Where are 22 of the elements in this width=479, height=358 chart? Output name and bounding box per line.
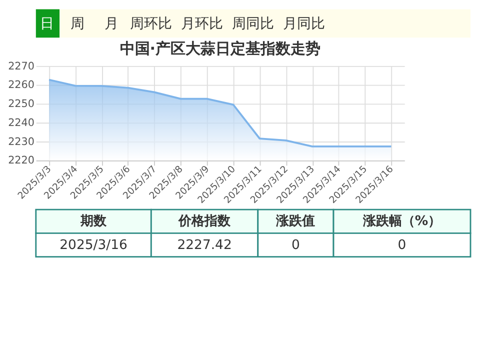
text: 月: [104, 16, 118, 32]
text: 价格指数: [178, 214, 232, 230]
text: 涨跌幅（%）: [362, 214, 442, 230]
text: 周环比: [130, 16, 172, 32]
y-tick-label: 2260: [8, 79, 34, 92]
text: 期数: [80, 214, 108, 230]
text: 日: [40, 16, 54, 32]
chart-title: 中国·产区大蒜日定基指数走势: [120, 40, 321, 58]
y-tick-label: 2250: [8, 98, 34, 110]
text: 0: [398, 238, 406, 253]
y-tick-label: 2220: [8, 154, 34, 167]
y-tick-label: 2270: [8, 60, 34, 72]
y-tick-label: 2230: [8, 136, 34, 148]
y-tick-label: 2240: [8, 116, 34, 129]
text: 周同比: [232, 16, 274, 32]
text: 2025/3/16: [60, 238, 128, 253]
text: 0: [292, 238, 300, 253]
text: 2227.42: [177, 238, 232, 253]
text: 月同比: [283, 16, 326, 32]
text: 周: [70, 16, 84, 32]
text: 月环比: [181, 16, 224, 32]
text: 涨跌值: [275, 214, 316, 230]
